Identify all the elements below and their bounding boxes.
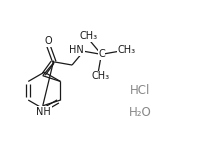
Text: C: C: [98, 49, 105, 59]
Text: H₂O: H₂O: [129, 106, 152, 119]
Text: HN: HN: [69, 45, 84, 55]
Text: CH₃: CH₃: [80, 31, 98, 41]
Text: NH: NH: [36, 107, 51, 117]
Text: HCl: HCl: [130, 84, 151, 97]
Text: O: O: [44, 36, 52, 46]
Text: CH₃: CH₃: [117, 45, 136, 55]
Text: CH₃: CH₃: [91, 71, 109, 81]
